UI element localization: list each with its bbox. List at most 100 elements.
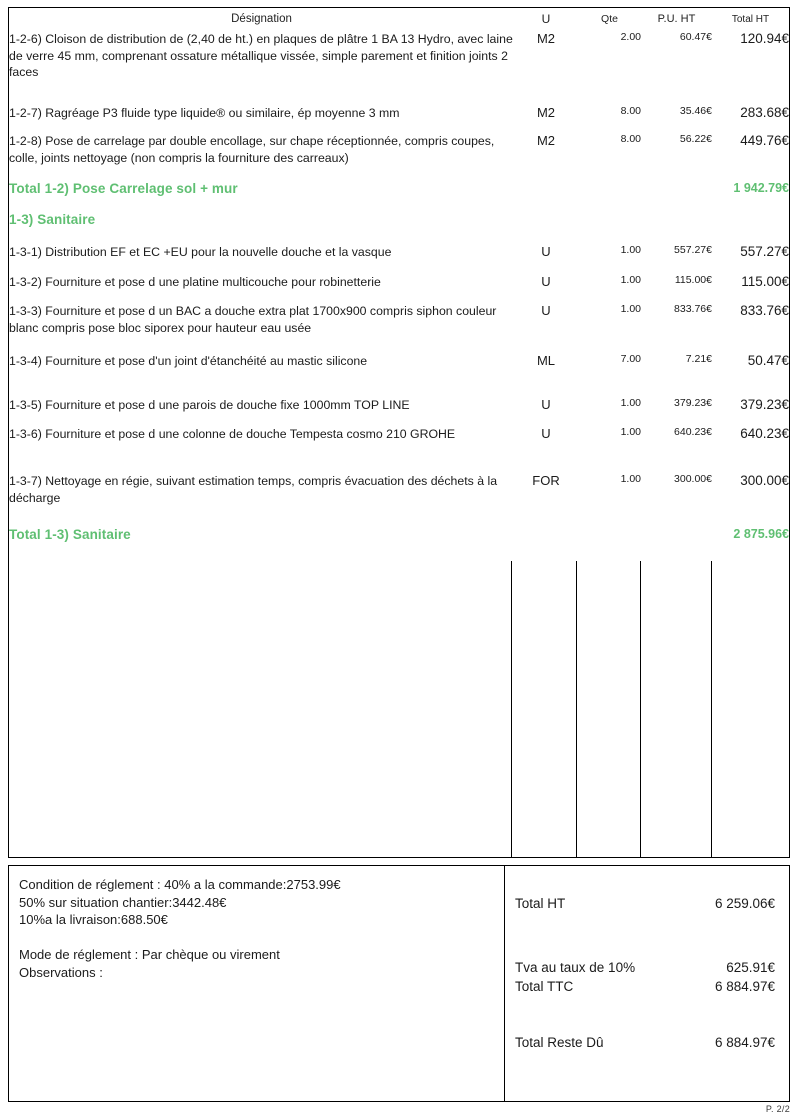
footer-box: Condition de réglement : 40% a la comman…	[8, 865, 790, 1102]
cell-designation: 1-3-3) Fourniture et pose d un BAC a dou…	[9, 304, 497, 335]
cell-total: 120.94€	[740, 31, 789, 46]
cell-designation: 1-3-1) Distribution EF et EC +EU pour la…	[9, 245, 392, 259]
total-ht-row: Total HT 6 259.06€	[505, 894, 789, 913]
cell-total: 300.00€	[740, 473, 789, 488]
table-body: 1-2-6) Cloison de distribution de (2,40 …	[9, 31, 789, 561]
total-reste-du-label: Total Reste Dû	[515, 1035, 604, 1050]
empty-column-designation	[9, 561, 511, 857]
cell-total-amount	[712, 212, 789, 244]
payment-condition-line: 10%a la livraison:688.50€	[19, 912, 168, 927]
cell-quantity: 1.00	[620, 244, 641, 256]
cell-unit: M2	[536, 133, 556, 148]
cell-designation: 1-3-2) Fourniture et pose d une platine …	[9, 275, 381, 289]
cell-total: 833.76€	[740, 303, 789, 318]
cell-quantity: 7.00	[620, 353, 641, 365]
cell-unit: M2	[536, 31, 556, 46]
cell-total: 115.00€	[741, 274, 789, 289]
cell-designation: 1-2-7) Ragréage P3 fluide type liquide® …	[9, 106, 400, 120]
total-ttc-row: Total TTC 6 884.97€	[505, 977, 789, 996]
cell-designation: 1-3-4) Fourniture et pose d'un joint d'é…	[9, 354, 368, 368]
cell-quantity	[578, 212, 641, 244]
cell-designation: 1-3-5) Fourniture et pose d une parois d…	[9, 398, 410, 412]
table-row: 1-3-7) Nettoyage en régie, suivant estim…	[9, 473, 789, 527]
table-row-total: Total 1-3) Sanitaire 2 875.96€	[9, 527, 789, 561]
cell-quantity: 1.00	[620, 303, 641, 315]
page-number: P. 2/2	[765, 1104, 790, 1114]
cell-unit-price: 7.21€	[685, 353, 712, 365]
total-ht-label: Total HT	[515, 896, 566, 911]
cell-unit: U	[541, 303, 551, 318]
cell-unit-price: 833.76€	[674, 303, 712, 315]
cell-quantity	[578, 181, 641, 212]
total-ttc-value: 6 884.97€	[714, 979, 775, 994]
empty-column-unit-price	[639, 561, 712, 857]
cell-unit-price: 379.23€	[674, 397, 712, 409]
cell-total: 283.68€	[740, 105, 789, 120]
cell-quantity: 1.00	[620, 397, 641, 409]
cell-unit-price: 115.00€	[674, 274, 712, 286]
total-ttc-label: Total TTC	[515, 979, 574, 994]
totals-block: Total HT 6 259.06€ Tva au taux de 10% 62…	[504, 866, 789, 1101]
cell-designation: 1-2-6) Cloison de distribution de (2,40 …	[9, 32, 513, 79]
spacer	[505, 996, 789, 1033]
column-header-total: Total HT	[731, 14, 770, 25]
cell-unit-price: 300.00€	[674, 473, 712, 485]
cell-unit: U	[541, 274, 551, 289]
cell-total: 50.47€	[747, 353, 789, 368]
cell-total: 449.76€	[740, 133, 789, 148]
table-row: 1-2-7) Ragréage P3 fluide type liquide® …	[9, 105, 789, 133]
cell-unit: FOR	[532, 473, 560, 488]
total-reste-du-row: Total Reste Dû 6 884.97€	[505, 1033, 789, 1052]
cell-total: 557.27€	[740, 244, 789, 259]
empty-column-quantity	[576, 561, 640, 857]
cell-designation: 1-3-6) Fourniture et pose d une colonne …	[9, 427, 456, 441]
cell-total-amount: 2 875.96€	[733, 527, 789, 541]
cell-quantity: 8.00	[620, 105, 641, 117]
cell-quantity: 1.00	[620, 426, 641, 438]
cell-unit-price	[641, 527, 712, 561]
payment-mode-line: Mode de réglement : Par chèque ou vireme…	[19, 947, 280, 962]
table-row-section: 1-3) Sanitaire	[9, 212, 789, 244]
payment-condition-line: Condition de réglement : 40% a la comman…	[19, 877, 341, 892]
cell-unit-price: 56.22€	[679, 133, 712, 145]
cell-unit: U	[541, 244, 551, 259]
cell-unit: ML	[536, 353, 556, 368]
tva-value: 625.91€	[726, 960, 775, 975]
tva-row: Tva au taux de 10% 625.91€	[505, 958, 789, 977]
cell-quantity	[578, 527, 641, 561]
table-header-row: Désignation U Qte P.U. HT Total HT	[9, 8, 789, 31]
cell-quantity: 1.00	[620, 274, 641, 286]
column-header-unit-price: P.U. HT	[657, 13, 696, 25]
total-ht-value: 6 259.06€	[714, 896, 775, 911]
cell-unit-price	[641, 212, 712, 244]
cell-unit: U	[541, 426, 551, 441]
cell-total: 379.23€	[740, 397, 789, 412]
payment-conditions-block: Condition de réglement : 40% a la comman…	[9, 866, 504, 1101]
cell-unit-price: 35.46€	[679, 105, 712, 117]
column-header-designation: Désignation	[231, 13, 292, 25]
table-row: 1-3-5) Fourniture et pose d une parois d…	[9, 397, 789, 426]
cell-total-label: Total 1-2) Pose Carrelage sol + mur	[9, 181, 238, 196]
column-header-quantity: Qte	[601, 13, 618, 25]
cell-unit	[514, 527, 578, 561]
table-row: 1-2-8) Pose de carrelage par double enco…	[9, 133, 789, 181]
cell-unit-price: 60.47€	[679, 31, 712, 43]
cell-unit: M2	[536, 105, 556, 120]
table-row-total: Total 1-2) Pose Carrelage sol + mur 1 94…	[9, 181, 789, 212]
cell-total-amount: 1 942.79€	[733, 181, 789, 195]
spacer	[19, 929, 504, 947]
cell-quantity: 2.00	[620, 31, 641, 43]
cell-unit-price: 557.27€	[674, 244, 712, 256]
payment-condition-line: 50% sur situation chantier:3442.48€	[19, 894, 227, 910]
empty-column-total	[711, 561, 789, 857]
column-header-unit: U	[541, 12, 551, 26]
table-row: 1-2-6) Cloison de distribution de (2,40 …	[9, 31, 789, 105]
cell-unit-price: 640.23€	[674, 426, 712, 438]
table-row: 1-3-4) Fourniture et pose d'un joint d'é…	[9, 353, 789, 397]
table-empty-area	[9, 561, 789, 857]
cell-designation: 1-2-8) Pose de carrelage par double enco…	[9, 134, 495, 165]
cell-unit: U	[541, 397, 551, 412]
observations-line: Observations :	[19, 964, 103, 980]
total-reste-du-value: 6 884.97€	[714, 1035, 775, 1050]
table-header: Désignation U Qte P.U. HT Total HT	[9, 8, 789, 31]
